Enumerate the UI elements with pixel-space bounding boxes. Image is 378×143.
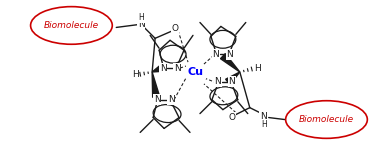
- Text: N: N: [226, 50, 233, 59]
- Text: H: H: [132, 70, 139, 80]
- Text: N: N: [160, 63, 166, 73]
- Text: N: N: [168, 95, 174, 104]
- Polygon shape: [152, 72, 160, 97]
- Text: N: N: [260, 112, 267, 121]
- Text: N: N: [154, 95, 161, 104]
- Polygon shape: [226, 72, 240, 85]
- Text: H: H: [254, 63, 261, 73]
- Text: H: H: [138, 13, 144, 22]
- Text: Biomolecule: Biomolecule: [299, 115, 354, 124]
- Text: H: H: [261, 120, 266, 129]
- Text: N: N: [138, 20, 144, 29]
- Text: O: O: [228, 113, 235, 122]
- Text: N: N: [174, 63, 180, 73]
- Text: Cu: Cu: [188, 67, 204, 77]
- Polygon shape: [152, 65, 163, 72]
- Polygon shape: [220, 54, 240, 72]
- Text: O: O: [172, 24, 178, 33]
- Text: Biomolecule: Biomolecule: [44, 21, 99, 30]
- Text: N: N: [212, 50, 219, 59]
- Text: N: N: [215, 77, 221, 86]
- Text: N: N: [228, 77, 235, 86]
